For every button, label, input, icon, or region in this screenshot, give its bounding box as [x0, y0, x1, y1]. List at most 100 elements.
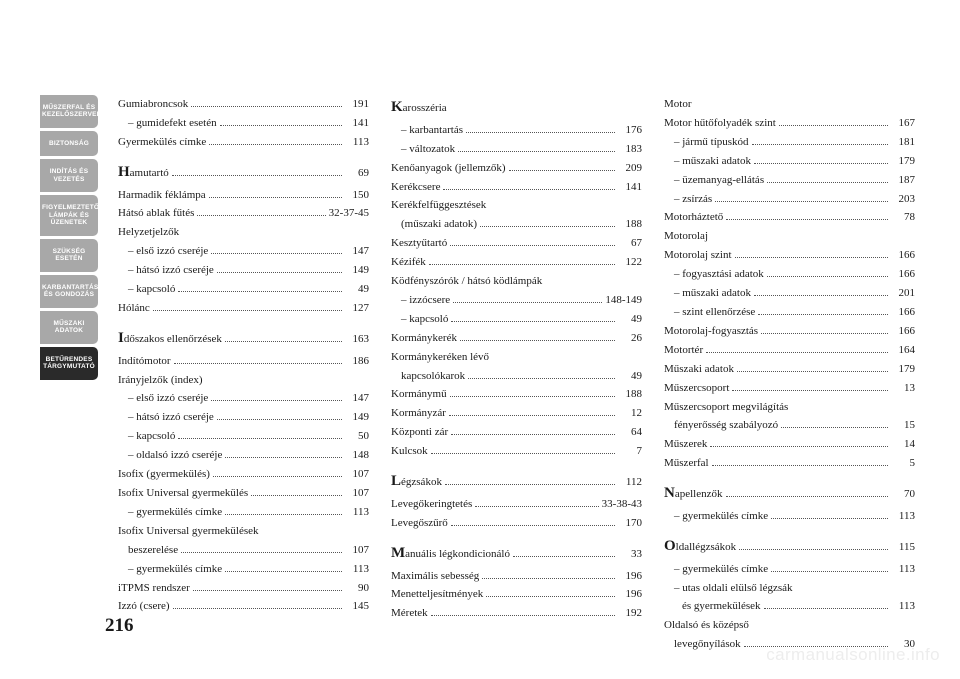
section-tab[interactable]: MŰSZERFAL ÉSKEZELŐSZERVEK: [40, 95, 98, 128]
index-entry: Napellenzők70: [664, 481, 915, 507]
index-entry: Isofix Universal gyermekülések: [118, 522, 369, 541]
index-entry-page: 188: [618, 385, 642, 404]
index-entry-page: 149: [345, 261, 369, 280]
index-entry-leader: [451, 426, 615, 435]
section-tab[interactable]: FIGYELMEZTETŐLÁMPÁK ÉSÜZENETEK: [40, 195, 98, 235]
index-entry-label: Légzsákok: [391, 469, 442, 495]
index-entry: kapcsolókarok49: [391, 367, 642, 386]
index-entry: Méretek192: [391, 604, 642, 623]
index-entry: – első izzó cseréje147: [118, 389, 369, 408]
index-entry-leader: [217, 411, 342, 420]
page-number: 216: [105, 615, 134, 637]
index-entry-page: 107: [345, 484, 369, 503]
index-entry-page: 166: [891, 246, 915, 265]
index-entry-label: Indítómotor: [118, 352, 171, 371]
index-entry-page: 113: [345, 503, 369, 522]
index-entry-page: 196: [618, 567, 642, 586]
index-entry: Oldalsó és középső: [664, 616, 915, 635]
index-entry-page: 209: [618, 159, 642, 178]
section-tab[interactable]: INDÍTÁS ÉSVEZETÉS: [40, 159, 98, 192]
index-entry-label: – kapcsoló: [118, 280, 175, 299]
index-entry-leader: [453, 294, 602, 303]
index-entry-leader: [764, 600, 889, 609]
index-entry-leader: [211, 245, 342, 254]
index-entry-page: 141: [345, 114, 369, 133]
index-entry-leader: [466, 123, 615, 132]
index-entry-leader: [209, 135, 342, 144]
index-entry: – gumidefekt esetén141: [118, 114, 369, 133]
index-entry-label: – hátsó izzó cseréje: [118, 408, 214, 427]
index-entry: Kenőanyagok (jellemzők)209: [391, 159, 642, 178]
index-entry-label: Kormányzár: [391, 404, 446, 423]
index-entry: fényerősség szabályozó15: [664, 416, 915, 435]
index-entry-page: 49: [618, 310, 642, 329]
index-entry: Oldallégzsákok115: [664, 534, 915, 560]
index-entry-label: – gyermekülés címke: [664, 507, 768, 526]
index-entry-label: Műszerfal: [664, 454, 709, 473]
index-entry-label: – utas oldali elülső légzsák: [664, 579, 793, 598]
index-entry: Kormánykeréken lévő: [391, 348, 642, 367]
section-tab[interactable]: BIZTONSÁG: [40, 131, 98, 156]
index-entry-page: 122: [618, 253, 642, 272]
index-entry: Műszerfal5: [664, 454, 915, 473]
index-entry-page: 107: [345, 465, 369, 484]
section-tab[interactable]: SZÜKSÉGESETÉN: [40, 239, 98, 272]
index-entry-leader: [482, 569, 615, 578]
section-tab[interactable]: KARBANTARTÁSÉS GONDOZÁS: [40, 275, 98, 308]
index-entry-label: Levegőszűrő: [391, 514, 448, 533]
index-entry: Kerékcsere141: [391, 178, 642, 197]
index-entry-page: 148: [345, 446, 369, 465]
index-column-1: Gumiabroncsok191– gumidefekt esetén141Gy…: [118, 95, 369, 609]
index-entry-label: Karosszéria: [391, 95, 447, 121]
index-entry-leader: [445, 476, 615, 485]
index-entry: Műszerek14: [664, 435, 915, 454]
index-entry: – jármű típuskód181: [664, 133, 915, 152]
index-entry-page: 33: [618, 545, 642, 564]
index-entry: – izzócsere148-149: [391, 291, 642, 310]
index-entry-page: 179: [891, 360, 915, 379]
index-entry-label: Kesztyűtartó: [391, 234, 447, 253]
index-entry-label: – hátsó izzó cseréje: [118, 261, 214, 280]
index-entry: iTPMS rendszer90: [118, 579, 369, 598]
index-entry-page: 32-37-45: [329, 204, 369, 223]
index-entry: Menetteljesítmények196: [391, 585, 642, 604]
index-entry-label: Műszercsoport megvilágítás: [664, 398, 788, 417]
index-entry: Motorolaj szint166: [664, 246, 915, 265]
index-entry-page: 69: [345, 164, 369, 183]
index-column-3: MotorMotor hűtőfolyadék szint167– jármű …: [664, 95, 915, 609]
index-entry-label: Műszerek: [664, 435, 707, 454]
index-entry: Indítómotor 186: [118, 352, 369, 371]
index-entry: – hátsó izzó cseréje 149: [118, 261, 369, 280]
section-tab[interactable]: MŰSZAKIADATOK: [40, 311, 98, 344]
index-entry-page: 145: [345, 597, 369, 616]
index-entry-page: 149: [345, 408, 369, 427]
index-entry-label: kapcsolókarok: [391, 367, 465, 386]
index-entry-leader: [178, 283, 342, 292]
index-entry-page: 187: [891, 171, 915, 190]
index-entry-label: Harmadik féklámpa: [118, 186, 206, 205]
index-entry-page: 186: [345, 352, 369, 371]
index-entry-label: – zsírzás: [664, 190, 712, 209]
index-entry: Kesztyűtartó67: [391, 234, 642, 253]
index-entry-leader: [771, 562, 888, 571]
index-entry-page: 90: [345, 579, 369, 598]
index-entry-page: 78: [891, 208, 915, 227]
index-entry: Helyzetjelzők: [118, 223, 369, 242]
index-entry: Manuális légkondicionáló33: [391, 541, 642, 567]
index-entry-page: 166: [891, 303, 915, 322]
index-entry-label: Ködfényszórók / hátsó ködlámpák: [391, 272, 542, 291]
index-entry-leader: [217, 264, 342, 273]
index-entry-page: 113: [891, 597, 915, 616]
index-entry: Irányjelzők (index): [118, 371, 369, 390]
index-entry: Levegőkeringtetés33-38-43: [391, 495, 642, 514]
index-entry-leader: [458, 142, 615, 151]
index-entry: Hólánc127: [118, 299, 369, 318]
index-entry: Izzó (csere)145: [118, 597, 369, 616]
index-entry: Központi zár64: [391, 423, 642, 442]
index-entry-label: – szint ellenőrzése: [664, 303, 755, 322]
index-entry: – első izzó cseréje147: [118, 242, 369, 261]
section-tab[interactable]: BETŰRENDESTÁRGYMUTATÓ: [40, 347, 98, 380]
index-entry: Kulcsok7: [391, 442, 642, 461]
index-entry-label: Motorolaj: [664, 227, 708, 246]
index-entry-label: Oldallégzsákok: [664, 534, 736, 560]
